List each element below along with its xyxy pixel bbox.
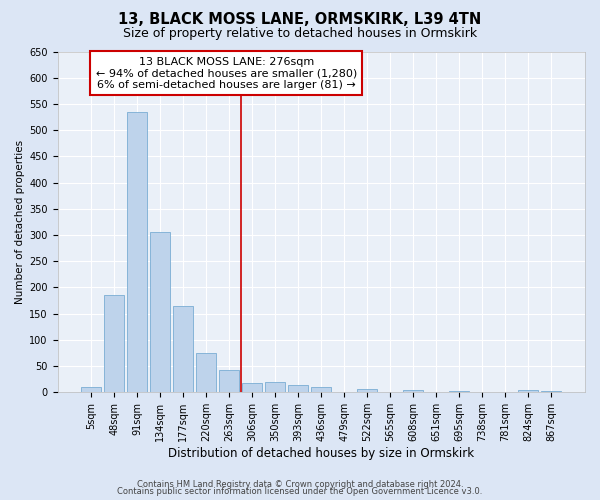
Bar	[541, 390, 561, 392]
Bar	[173, 306, 193, 392]
Bar	[449, 391, 469, 392]
Bar	[220, 370, 239, 392]
Bar	[358, 389, 377, 392]
Y-axis label: Number of detached properties: Number of detached properties	[15, 140, 25, 304]
X-axis label: Distribution of detached houses by size in Ormskirk: Distribution of detached houses by size …	[168, 447, 475, 460]
Bar	[196, 353, 216, 392]
Text: 13, BLACK MOSS LANE, ORMSKIRK, L39 4TN: 13, BLACK MOSS LANE, ORMSKIRK, L39 4TN	[118, 12, 482, 28]
Bar	[265, 382, 285, 392]
Bar	[403, 390, 423, 392]
Bar	[289, 385, 308, 392]
Bar	[518, 390, 538, 392]
Text: Contains public sector information licensed under the Open Government Licence v3: Contains public sector information licen…	[118, 487, 482, 496]
Bar	[242, 383, 262, 392]
Text: 13 BLACK MOSS LANE: 276sqm
← 94% of detached houses are smaller (1,280)
6% of se: 13 BLACK MOSS LANE: 276sqm ← 94% of deta…	[95, 56, 357, 90]
Bar	[311, 387, 331, 392]
Bar	[82, 387, 101, 392]
Text: Contains HM Land Registry data © Crown copyright and database right 2024.: Contains HM Land Registry data © Crown c…	[137, 480, 463, 489]
Bar	[104, 295, 124, 392]
Text: Size of property relative to detached houses in Ormskirk: Size of property relative to detached ho…	[123, 28, 477, 40]
Bar	[127, 112, 147, 392]
Bar	[151, 232, 170, 392]
